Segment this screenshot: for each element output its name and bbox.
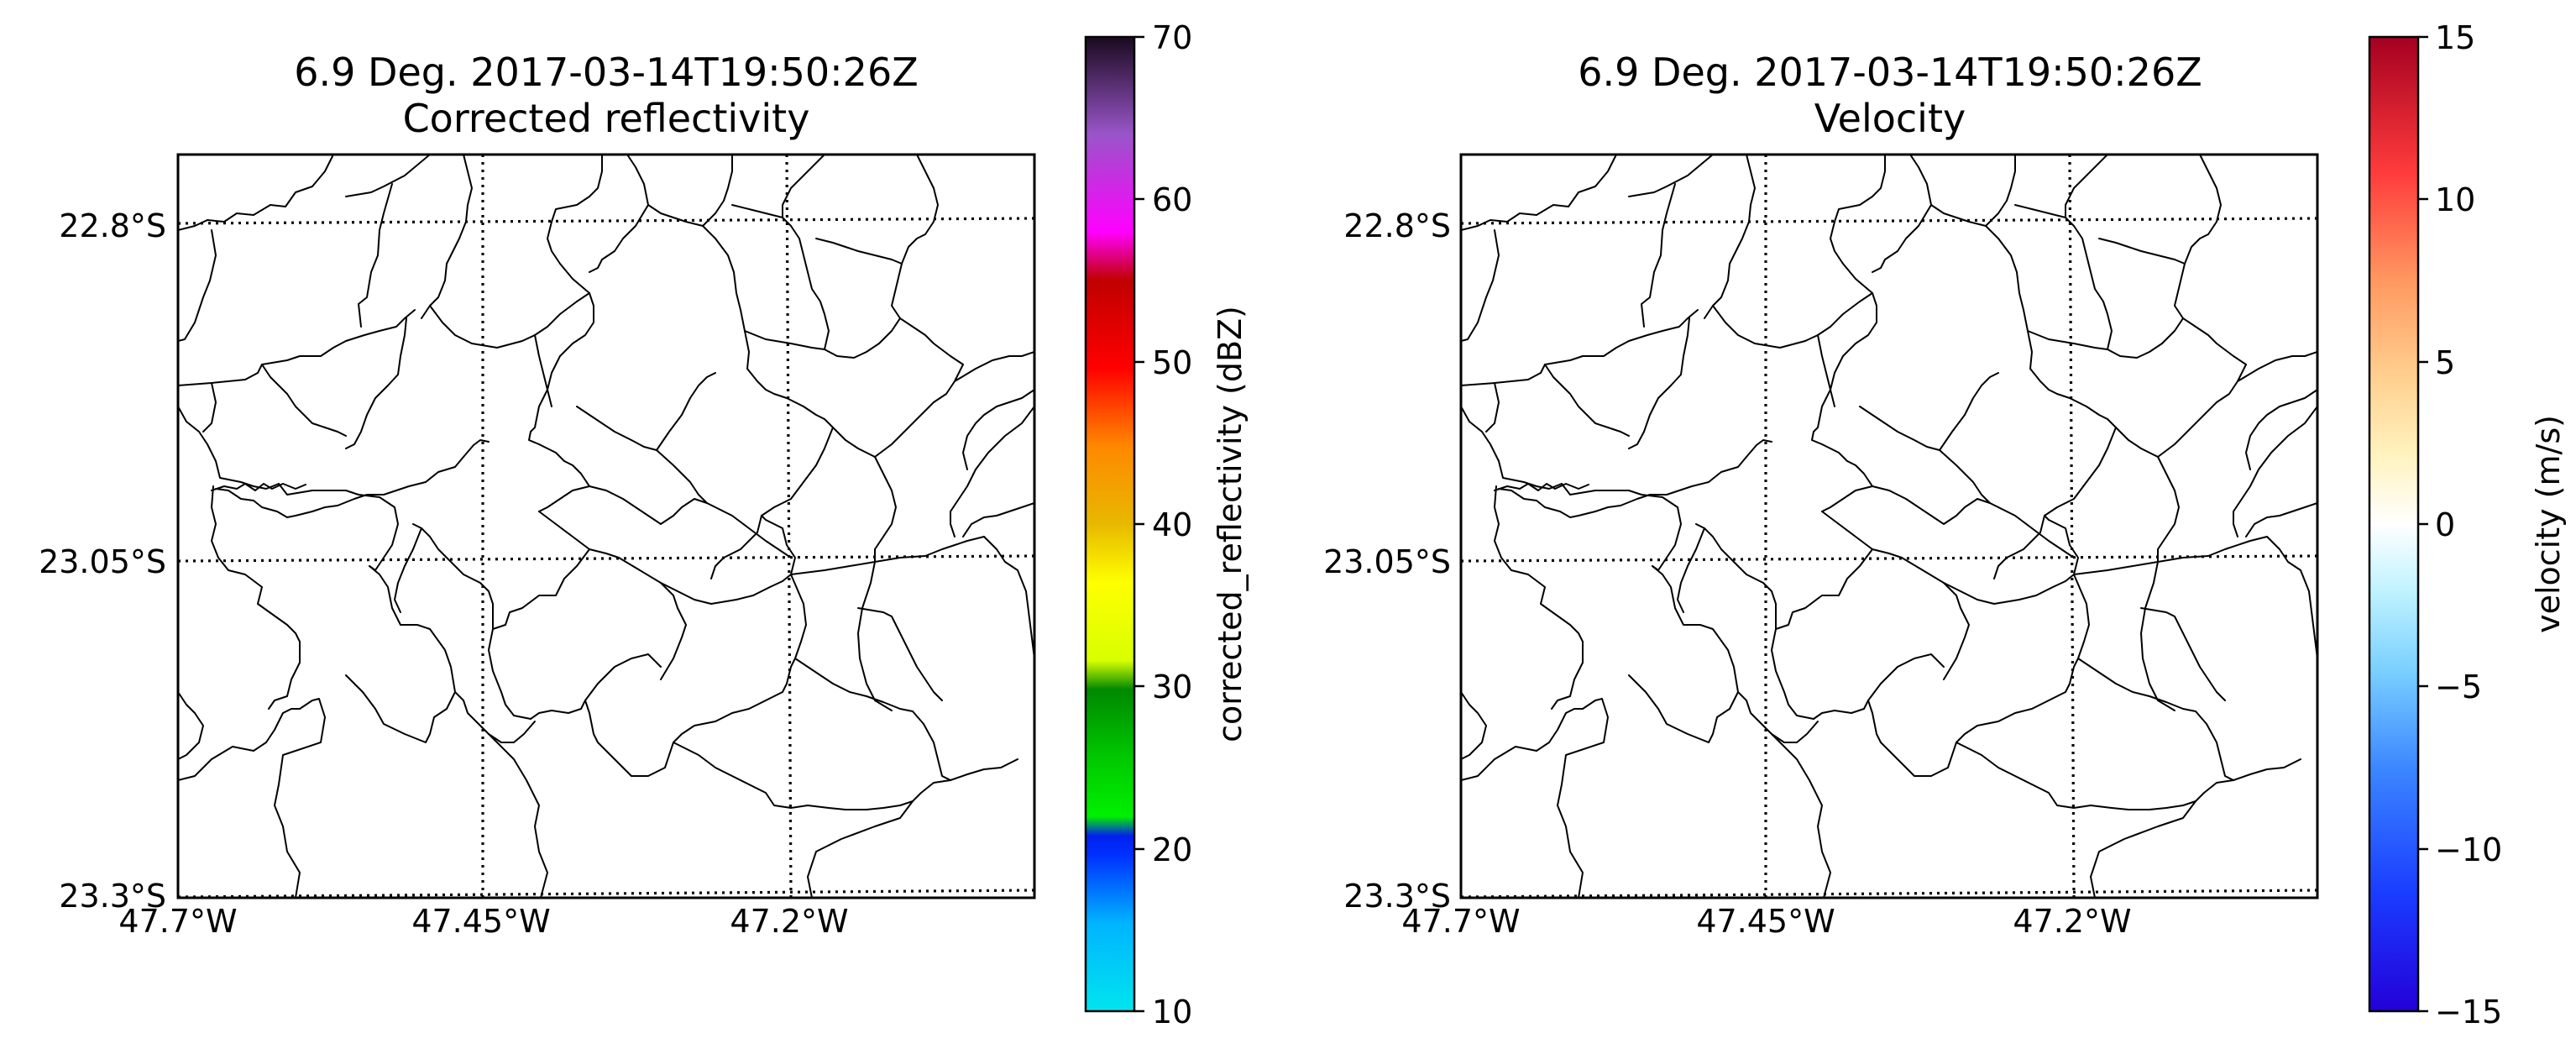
panel-velocity: 6.9 Deg. 2017-03-14T19:50:26Z Velocity 2… xyxy=(1323,19,2567,1030)
panel2-gridline-lon-47.2 xyxy=(2068,155,2076,898)
panel1-colorbar-gradient xyxy=(1084,35,1136,1013)
panel2-lon-label-47.7: 47.7°W xyxy=(1401,903,1520,940)
panel2-colorbar-label: velocity (m/s) xyxy=(2530,415,2567,633)
panel1-lat-label-22.8: 22.8°S xyxy=(59,207,166,244)
panel1-lon-label-47.7: 47.7°W xyxy=(118,903,237,940)
panel1-lon-label-47.2: 47.2°W xyxy=(730,903,848,940)
panel1-title-line1: 6.9 Deg. 2017-03-14T19:50:26Z xyxy=(294,50,918,95)
panel2-map-axes xyxy=(1459,153,2319,899)
panel1-map-borders xyxy=(178,155,1034,898)
panel2-axes-frame xyxy=(1459,153,2319,899)
panel-reflectivity: 6.9 Deg. 2017-03-14T19:50:26Z Corrected … xyxy=(39,19,1249,1030)
panel1-colorbar: 10 20 30 40 50 60 70 corrected_reflectiv… xyxy=(1084,19,1249,1030)
panel2-colorbar-tick-10: 10 xyxy=(2435,181,2475,218)
panel1-colorbar-tick-50: 50 xyxy=(1152,344,1192,381)
panel2-lon-label-47.2: 47.2°W xyxy=(2013,903,2131,940)
panel2-colorbar-tick-0: 0 xyxy=(2435,506,2455,543)
panel1-map-axes xyxy=(176,153,1036,899)
panel1-colorbar-ticks xyxy=(1134,35,1144,1013)
panel1-gridline-lon-47.2 xyxy=(785,155,793,898)
panel1-colorbar-tick-20: 20 xyxy=(1152,831,1192,868)
panel2-lat-label-23.05: 23.05°S xyxy=(1323,543,1451,580)
panel2-colorbar-tick-minus5: −5 xyxy=(2435,669,2482,705)
panel1-colorbar-tick-40: 40 xyxy=(1152,506,1192,543)
panel2-lat-label-22.8: 22.8°S xyxy=(1343,207,1451,244)
panel1-colorbar-tick-30: 30 xyxy=(1152,669,1192,705)
panel2-colorbar-ticks xyxy=(2418,35,2428,1013)
panel1-lon-label-47.45: 47.45°W xyxy=(411,903,550,940)
panel1-axes-frame xyxy=(176,153,1036,899)
panel2-colorbar-tick-minus15: −15 xyxy=(2435,994,2502,1030)
panel2-lon-label-47.45: 47.45°W xyxy=(1696,903,1835,940)
panel1-title-line2: Corrected reflectivity xyxy=(403,96,810,141)
panel2-map-borders xyxy=(1461,155,2317,898)
panel2-title-line2: Velocity xyxy=(1814,96,1966,141)
panel2-colorbar: 15 10 5 0 −5 −10 −15 velocity (m/s) xyxy=(2368,19,2567,1030)
panel1-colorbar-tick-70: 70 xyxy=(1152,19,1192,56)
panel1-lat-label-23.05: 23.05°S xyxy=(39,543,166,580)
panel1-colorbar-tick-10: 10 xyxy=(1152,994,1192,1030)
panel1-lat-label-23.3: 23.3°S xyxy=(59,878,166,915)
panel1-colorbar-label: corrected_reflectivity (dBZ) xyxy=(1212,306,1249,742)
panel2-lat-label-23.3: 23.3°S xyxy=(1343,878,1451,915)
panel2-colorbar-tick-minus10: −10 xyxy=(2435,831,2502,868)
panel1-colorbar-tick-60: 60 xyxy=(1152,181,1192,218)
panel2-title-line1: 6.9 Deg. 2017-03-14T19:50:26Z xyxy=(1578,50,2202,95)
panel2-colorbar-tick-15: 15 xyxy=(2435,19,2475,56)
panel2-colorbar-tick-5: 5 xyxy=(2435,344,2455,381)
panel2-colorbar-gradient xyxy=(2368,35,2420,1013)
